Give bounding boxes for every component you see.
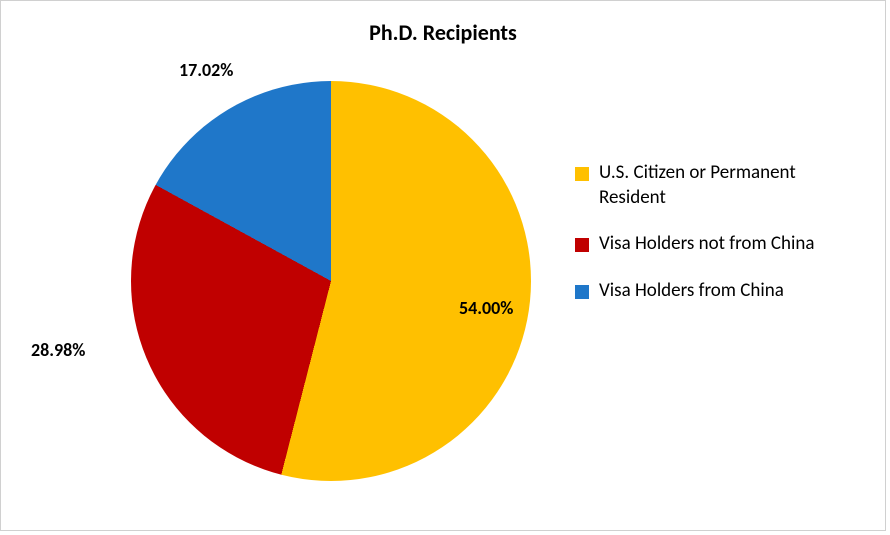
data-label-us-citizen: 54.00% [459,297,513,319]
pie-chart [131,81,531,481]
legend-item-visa-not-china: Visa Holders not from China [575,232,855,257]
legend-item-us-citizen: U.S. Citizen or Permanent Resident [575,161,855,210]
chart-title: Ph.D. Recipients [1,19,885,46]
legend-label-visa-china: Visa Holders from China [599,279,784,304]
legend-swatch-visa-china [575,285,589,299]
legend-label-us-citizen: U.S. Citizen or Permanent Resident [599,161,855,210]
legend-swatch-visa-not-china [575,238,589,252]
data-label-visa-china: 17.02% [179,59,233,81]
legend: U.S. Citizen or Permanent Resident Visa … [575,161,855,326]
pie-slices [131,81,531,481]
legend-label-visa-not-china: Visa Holders not from China [599,232,814,257]
data-label-visa-not-china: 28.98% [31,339,85,361]
legend-swatch-us-citizen [575,167,589,181]
legend-item-visa-china: Visa Holders from China [575,279,855,304]
chart-container: Ph.D. Recipients 54.00% 28.98% 17.02% U.… [0,0,886,531]
